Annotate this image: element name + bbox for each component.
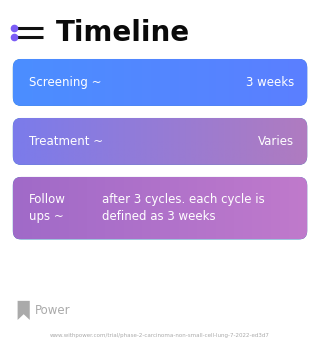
FancyBboxPatch shape <box>13 59 307 106</box>
Text: Follow
ups ~: Follow ups ~ <box>29 193 66 223</box>
FancyBboxPatch shape <box>13 177 307 239</box>
Text: Varies: Varies <box>258 135 294 148</box>
Text: Screening ~: Screening ~ <box>29 76 101 89</box>
Text: 3 weeks: 3 weeks <box>246 76 294 89</box>
Text: Timeline: Timeline <box>56 19 190 47</box>
PathPatch shape <box>18 301 30 320</box>
Text: Treatment ~: Treatment ~ <box>29 135 103 148</box>
FancyBboxPatch shape <box>13 118 307 165</box>
Text: after 3 cycles. each cycle is
defined as 3 weeks: after 3 cycles. each cycle is defined as… <box>102 193 265 223</box>
Text: www.withpower.com/trial/phase-2-carcinoma-non-small-cell-lung-7-2022-ed3d7: www.withpower.com/trial/phase-2-carcinom… <box>50 333 270 338</box>
Text: Power: Power <box>35 304 71 317</box>
